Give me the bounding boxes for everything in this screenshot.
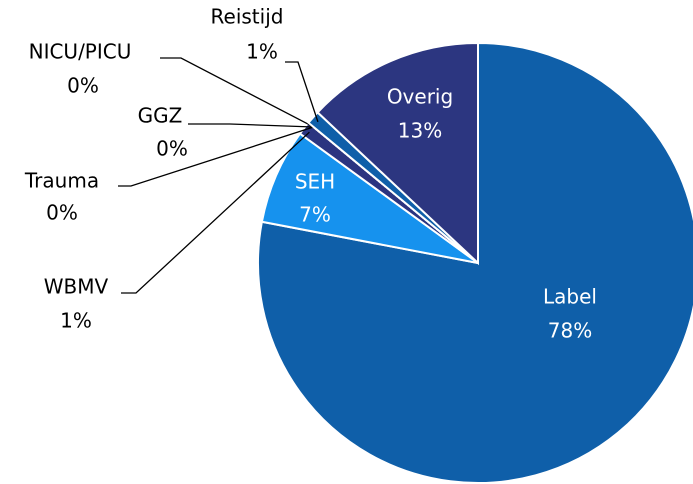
slice-name: WBMV <box>44 275 109 299</box>
leader-line <box>118 126 314 187</box>
slice-name: Label <box>543 285 597 309</box>
slice-name: SEH <box>295 170 335 194</box>
slice-name: Reistijd <box>211 5 284 29</box>
slice-value-label: 0% <box>156 137 188 161</box>
slice-value-label: 13% <box>398 119 442 143</box>
leader-line <box>121 131 310 294</box>
slice-value-label: 7% <box>299 203 331 227</box>
pie-slice <box>316 41 479 266</box>
slice-value-label: 1% <box>60 309 92 333</box>
slice-value-label: 1% <box>246 40 278 64</box>
leader-line <box>160 57 314 128</box>
slice-name: GGZ <box>138 104 183 128</box>
leader-line <box>188 123 314 128</box>
slice-name: Overig <box>387 85 453 109</box>
slice-name: NICU/PICU <box>29 40 132 64</box>
slice-value-label: 78% <box>548 319 592 343</box>
leader-line <box>285 61 319 123</box>
slice-name: Trauma <box>24 169 99 193</box>
slice-value-label: 0% <box>46 201 78 225</box>
slice-value-label: 0% <box>67 74 99 98</box>
